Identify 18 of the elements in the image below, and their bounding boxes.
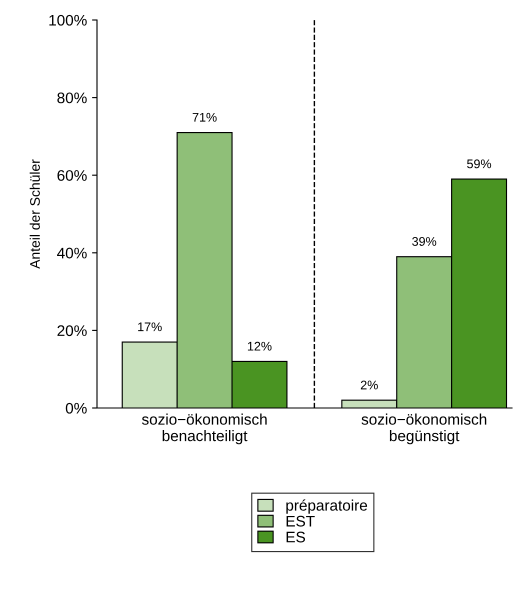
y-tick-label: 80%	[57, 92, 87, 104]
y-tick-label: 100%	[49, 14, 87, 26]
legend-label: préparatoire	[286, 499, 368, 514]
legend-label: EST	[286, 516, 315, 527]
legend-label: ES	[286, 532, 306, 542]
y-tick-label: 20%	[57, 325, 87, 336]
text: 12%	[248, 342, 272, 351]
text: 59%	[467, 159, 492, 168]
x-tick-label: sozio−ökonomisch begünstigt	[362, 414, 486, 444]
y-tick-label: 0%	[66, 402, 87, 414]
y-axis-title: Anteil der Schüler	[30, 159, 40, 269]
text: 17%	[138, 322, 162, 332]
x-tick-label: sozio−ökonomisch benachteiligt	[142, 414, 267, 444]
text: 39%	[412, 237, 436, 246]
text: 71%	[192, 112, 217, 122]
y-tick-label: 60%	[57, 170, 87, 181]
text: 2%	[360, 380, 378, 390]
y-tick-label: 40%	[57, 248, 87, 258]
